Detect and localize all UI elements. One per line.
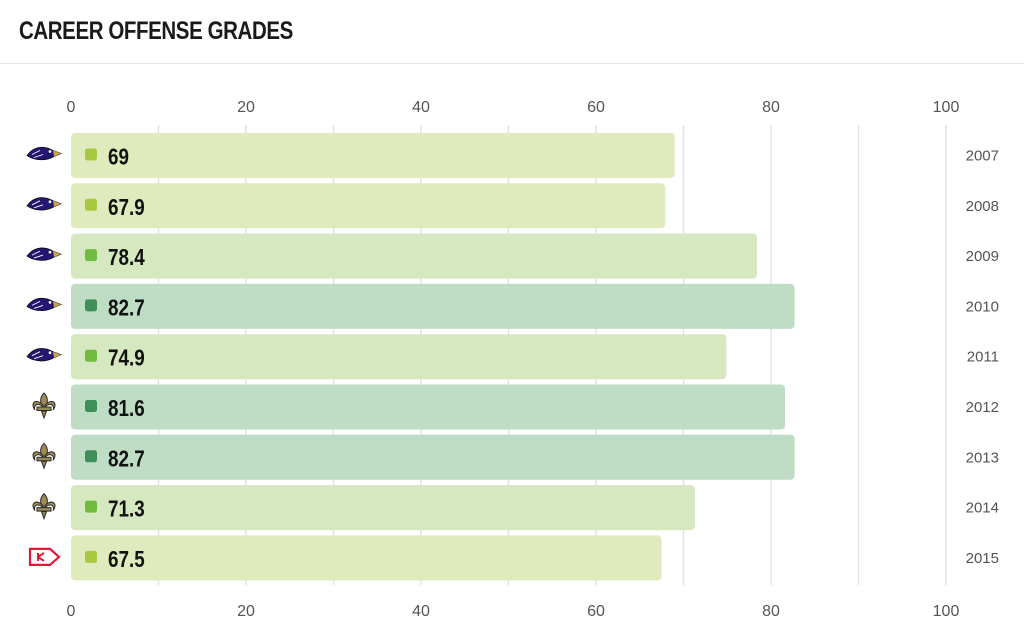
bar [71, 233, 757, 279]
ravens-logo-icon [26, 348, 63, 362]
ravens-logo-icon [26, 146, 63, 161]
bar-row: 74.9 2011 [26, 334, 999, 380]
saints-fleur-de-lis-icon [32, 442, 56, 470]
bar-value-label: 78.4 [108, 245, 145, 270]
x-tick-label-top: 100 [933, 99, 960, 116]
bar-row: 81.6 2012 [32, 384, 999, 430]
grade-dot-icon [85, 500, 97, 513]
saints-fleur-de-lis-icon [32, 492, 56, 521]
x-axis: 0 0 20 20 40 40 60 60 80 80 100 100 [67, 99, 960, 620]
bar-value-label: 69 [108, 145, 129, 170]
grade-dot-icon [85, 400, 97, 412]
bar [71, 434, 795, 480]
bar [71, 535, 662, 581]
bar-value-label: 81.6 [108, 396, 145, 421]
x-tick-label-bottom: 20 [237, 603, 255, 620]
chart-header: CAREER OFFENSE GRADES [0, 0, 1024, 64]
bar [71, 183, 666, 229]
ravens-logo-icon [26, 197, 63, 211]
bar [71, 133, 675, 178]
x-tick-label-top: 0 [67, 99, 76, 116]
chiefs-arrowhead-icon [28, 547, 61, 566]
bar-value-label: 82.7 [108, 296, 145, 321]
bar-value-label: 74.9 [108, 346, 145, 371]
bar [71, 485, 695, 531]
grade-dot-icon [85, 349, 97, 362]
bar-row: 78.4 2009 [26, 233, 999, 279]
saints-fleur-de-lis-icon [32, 392, 56, 420]
ravens-logo-icon [26, 247, 63, 261]
x-tick-label-bottom: 0 [67, 603, 76, 620]
bar-row: 67.5 2015 [28, 535, 999, 581]
x-tick-label-top: 40 [412, 99, 430, 116]
bar [71, 334, 727, 380]
grade-dot-icon [85, 550, 97, 563]
year-label: 2014 [966, 500, 999, 517]
grade-dot-icon [85, 198, 97, 211]
bar-row: 82.7 2010 [26, 283, 999, 329]
bar-value-label: 71.3 [108, 497, 145, 522]
grade-dot-icon [85, 148, 97, 161]
year-label: 2015 [966, 550, 999, 567]
bar-row: 69 2007 [26, 133, 999, 178]
bar-value-label: 67.5 [108, 547, 145, 572]
x-tick-label-bottom: 80 [762, 603, 780, 620]
year-label: 2010 [966, 298, 999, 315]
bar-row: 67.9 2008 [26, 183, 999, 229]
x-tick-label-bottom: 60 [587, 603, 605, 620]
x-tick-label-top: 60 [587, 99, 605, 116]
bar-value-label: 82.7 [108, 447, 145, 472]
year-label: 2013 [966, 449, 999, 466]
bar-row: 71.3 2014 [32, 485, 999, 531]
bar-value-label: 67.9 [108, 195, 145, 220]
bar [71, 384, 785, 430]
x-tick-label-top: 20 [237, 99, 255, 116]
ravens-logo-icon [26, 297, 63, 312]
bar [71, 283, 795, 329]
x-tick-label-bottom: 40 [412, 603, 430, 620]
grade-dot-icon [85, 450, 97, 463]
year-label: 2011 [967, 349, 999, 366]
bar-row: 82.7 2013 [32, 434, 999, 480]
year-label: 2009 [966, 248, 999, 265]
bars: 69 2007 67.9 2008 78.4 2009 82.7 2010 74.9 2011 81… [26, 133, 999, 581]
year-label: 2007 [966, 148, 999, 165]
grade-dot-icon [85, 299, 97, 312]
x-tick-label-bottom: 100 [933, 603, 960, 620]
page-title: CAREER OFFENSE GRADES [19, 17, 293, 45]
year-label: 2012 [966, 399, 999, 416]
grade-dot-icon [85, 249, 97, 262]
year-label: 2008 [966, 198, 999, 215]
x-tick-label-top: 80 [762, 99, 780, 116]
